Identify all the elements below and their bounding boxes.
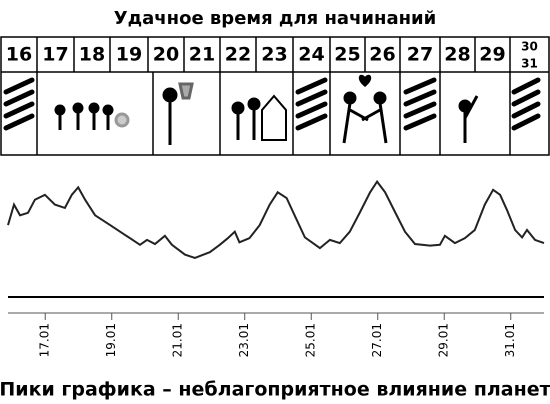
curve — [7, 179, 545, 259]
day-label: 17 — [42, 44, 68, 66]
day-label: 25 — [334, 44, 360, 66]
caption: Пики графика – неблагоприятное влияние п… — [0, 379, 550, 401]
day-label: 23 — [261, 44, 287, 66]
day-label: 26 — [369, 44, 395, 66]
icons — [3, 77, 541, 131]
x-tick-label: 19.01 — [104, 323, 118, 357]
day-label: 22 — [225, 44, 251, 66]
day-label: 31 — [521, 57, 538, 71]
figures — [54, 74, 479, 145]
x-tick-label: 25.01 — [304, 323, 318, 357]
x-tick-label: 29.01 — [437, 323, 451, 357]
day-label: 24 — [298, 44, 324, 66]
x-tick-label: 31.01 — [503, 323, 517, 357]
day-label: 30 — [521, 40, 538, 54]
day-label: 19 — [116, 44, 142, 66]
day-label: 16 — [6, 44, 32, 66]
day-label: 20 — [153, 44, 179, 66]
day-label: 21 — [189, 44, 215, 66]
x-tick-label: 21.01 — [171, 323, 185, 357]
x-tick-label: 17.01 — [38, 323, 52, 357]
day-label: 28 — [444, 44, 470, 66]
day-label: 27 — [407, 44, 433, 66]
title: Удачное время для начинаний — [114, 8, 437, 29]
table-frame — [0, 36, 550, 156]
day-cells: 16 17 18 19 20 21 22 23 24 25 26 27 28 29 30 31 — [6, 37, 538, 72]
x-tick-label: 23.01 — [237, 323, 251, 357]
x-tick-label: 27.01 — [370, 323, 384, 357]
day-label: 29 — [479, 44, 505, 66]
day-label: 18 — [79, 44, 105, 66]
